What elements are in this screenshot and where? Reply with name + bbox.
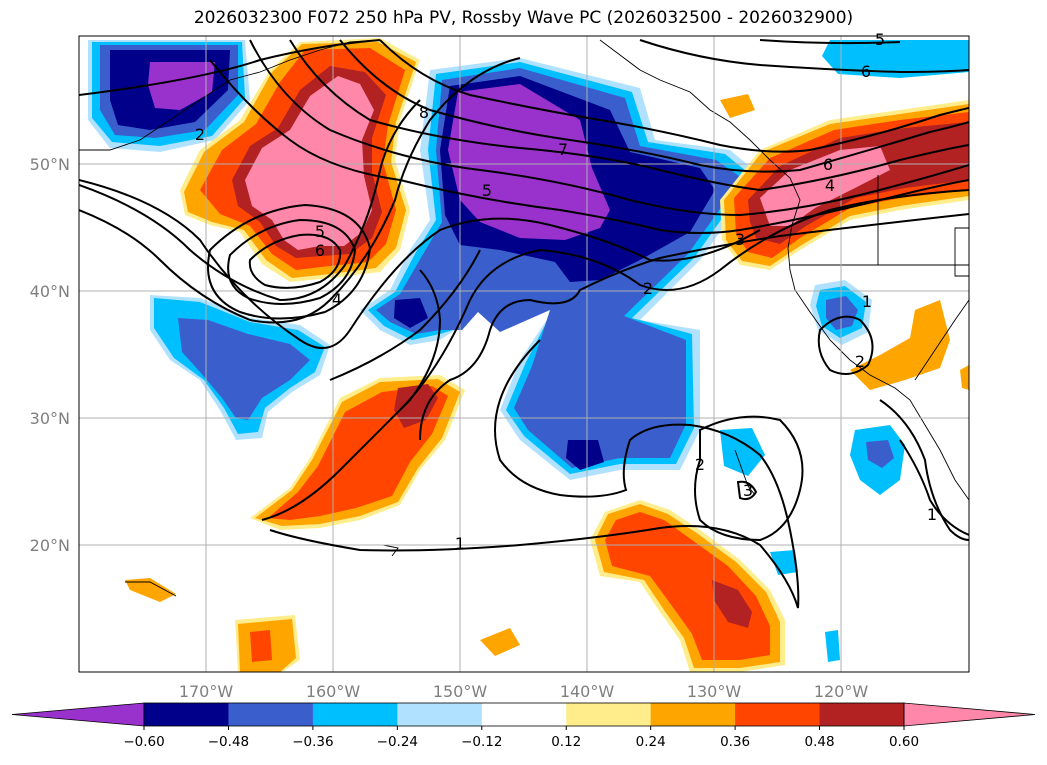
neg-anomaly-nw-purple [148,62,215,110]
colorbar-tick-label: 0.12 [551,734,581,750]
neg-anomaly-center-purple [448,84,610,240]
contour-label: 7 [558,140,568,159]
neg-anomaly-sub1 [720,428,765,476]
colorbar-tick-label: 0.48 [805,734,835,750]
colorbar-segment [144,703,229,726]
colorbar-segment [312,703,398,726]
pos-anomaly-se-darkred [712,580,752,628]
contour-label: 1 [455,534,465,553]
lat-tick-label: 20°N [30,536,70,555]
contour-label: 6 [823,155,833,174]
pos-anomaly-baja-orange [850,300,950,390]
colorbar-tick-label: −0.60 [123,734,164,750]
lon-tick-label: 120°W [814,682,869,701]
contour-label: 3 [743,481,753,500]
colorbar-segment [650,703,736,726]
pos-anomaly-south-darkred [394,384,438,428]
colorbar-segment [735,703,821,726]
neg-anomaly-baja-blue [826,296,858,330]
contour-label: 6 [861,62,871,81]
pos-anomaly-ne-pink [760,146,890,226]
contour-label: 5 [482,181,492,200]
colorbar-tick-label: 0.36 [720,734,750,750]
longitude-ticks: 170°W 160°W 150°W 140°W 130°W 120°W [179,682,869,701]
contour-label: 1 [927,505,937,524]
pos-anomaly-north-pink [245,76,374,250]
neg-anomaly-mx-blue [866,440,894,468]
lat-tick-label: 50°N [30,155,70,174]
colorbar-tick-label: −0.36 [292,734,333,750]
lon-tick-label: 150°W [433,682,488,701]
colorbar-segment [481,703,567,726]
contour-label: 2 [195,125,205,144]
contour-label: 4 [332,290,342,309]
colorbar-tick-label: 0.24 [636,734,666,750]
pos-anomaly-small3 [720,94,755,118]
colorbar-extend-min [11,702,145,727]
colorbar-tick-label: −0.12 [461,734,502,750]
neg-anomaly-small-navy [394,298,428,328]
pos-anomaly-small2 [125,578,176,602]
map-frame [78,35,970,673]
colorbar-segment [397,703,483,726]
contour-label: 8 [419,103,429,122]
pos-anomaly-small1 [480,628,520,656]
colorbar-extend-max [903,702,1036,727]
contour-label: 2 [643,279,653,298]
coastlines [79,39,969,597]
contour-label: 5 [875,30,885,49]
pv-contours [79,39,969,609]
lat-tick-label: 30°N [30,409,70,428]
pv-anomaly-fills [79,36,969,672]
lon-tick-label: 170°W [179,682,234,701]
neg-anomaly-west-blue [178,318,310,420]
colorbar: −0.60 −0.48 −0.36 −0.24 −0.12 0.12 0.24 0.36 0.4… [11,702,1036,750]
lon-tick-label: 130°W [687,682,742,701]
neg-anomaly-sub2 [770,550,798,575]
contour-label: 4 [825,176,835,195]
colorbar-outline [143,702,905,727]
pos-anomaly-sw-red [250,630,272,662]
colorbar-tick-label: 0.60 [889,734,919,750]
neg-anomaly-topright [822,40,969,78]
neg-anomaly-sub3 [825,630,840,662]
colorbar-tick-label: −0.48 [208,734,249,750]
colorbar-segment [228,703,314,726]
lat-tick-label: 40°N [30,282,70,301]
colorbar-tick-label: −0.24 [377,734,418,750]
contour-label: 1 [862,292,872,311]
colorbar-segment [566,703,652,726]
latitude-ticks: 50°N 40°N 30°N 20°N [30,155,70,555]
lon-tick-label: 140°W [560,682,615,701]
pos-anomaly-edge [960,365,969,390]
neg-anomaly-small-navy2 [566,440,604,470]
colorbar-segment [819,703,905,726]
contour-label: 5 [315,222,325,241]
contour-label: 6 [315,241,325,260]
contour-label: 2 [695,455,705,474]
graticule [79,36,969,672]
pos-anomaly-se-red [605,512,770,660]
contour-label: 2 [855,352,865,371]
lon-tick-label: 160°W [306,682,361,701]
contour-label: 3 [735,230,745,249]
figure-title: 2026032300 F072 250 hPa PV, Rossby Wave … [193,8,854,28]
